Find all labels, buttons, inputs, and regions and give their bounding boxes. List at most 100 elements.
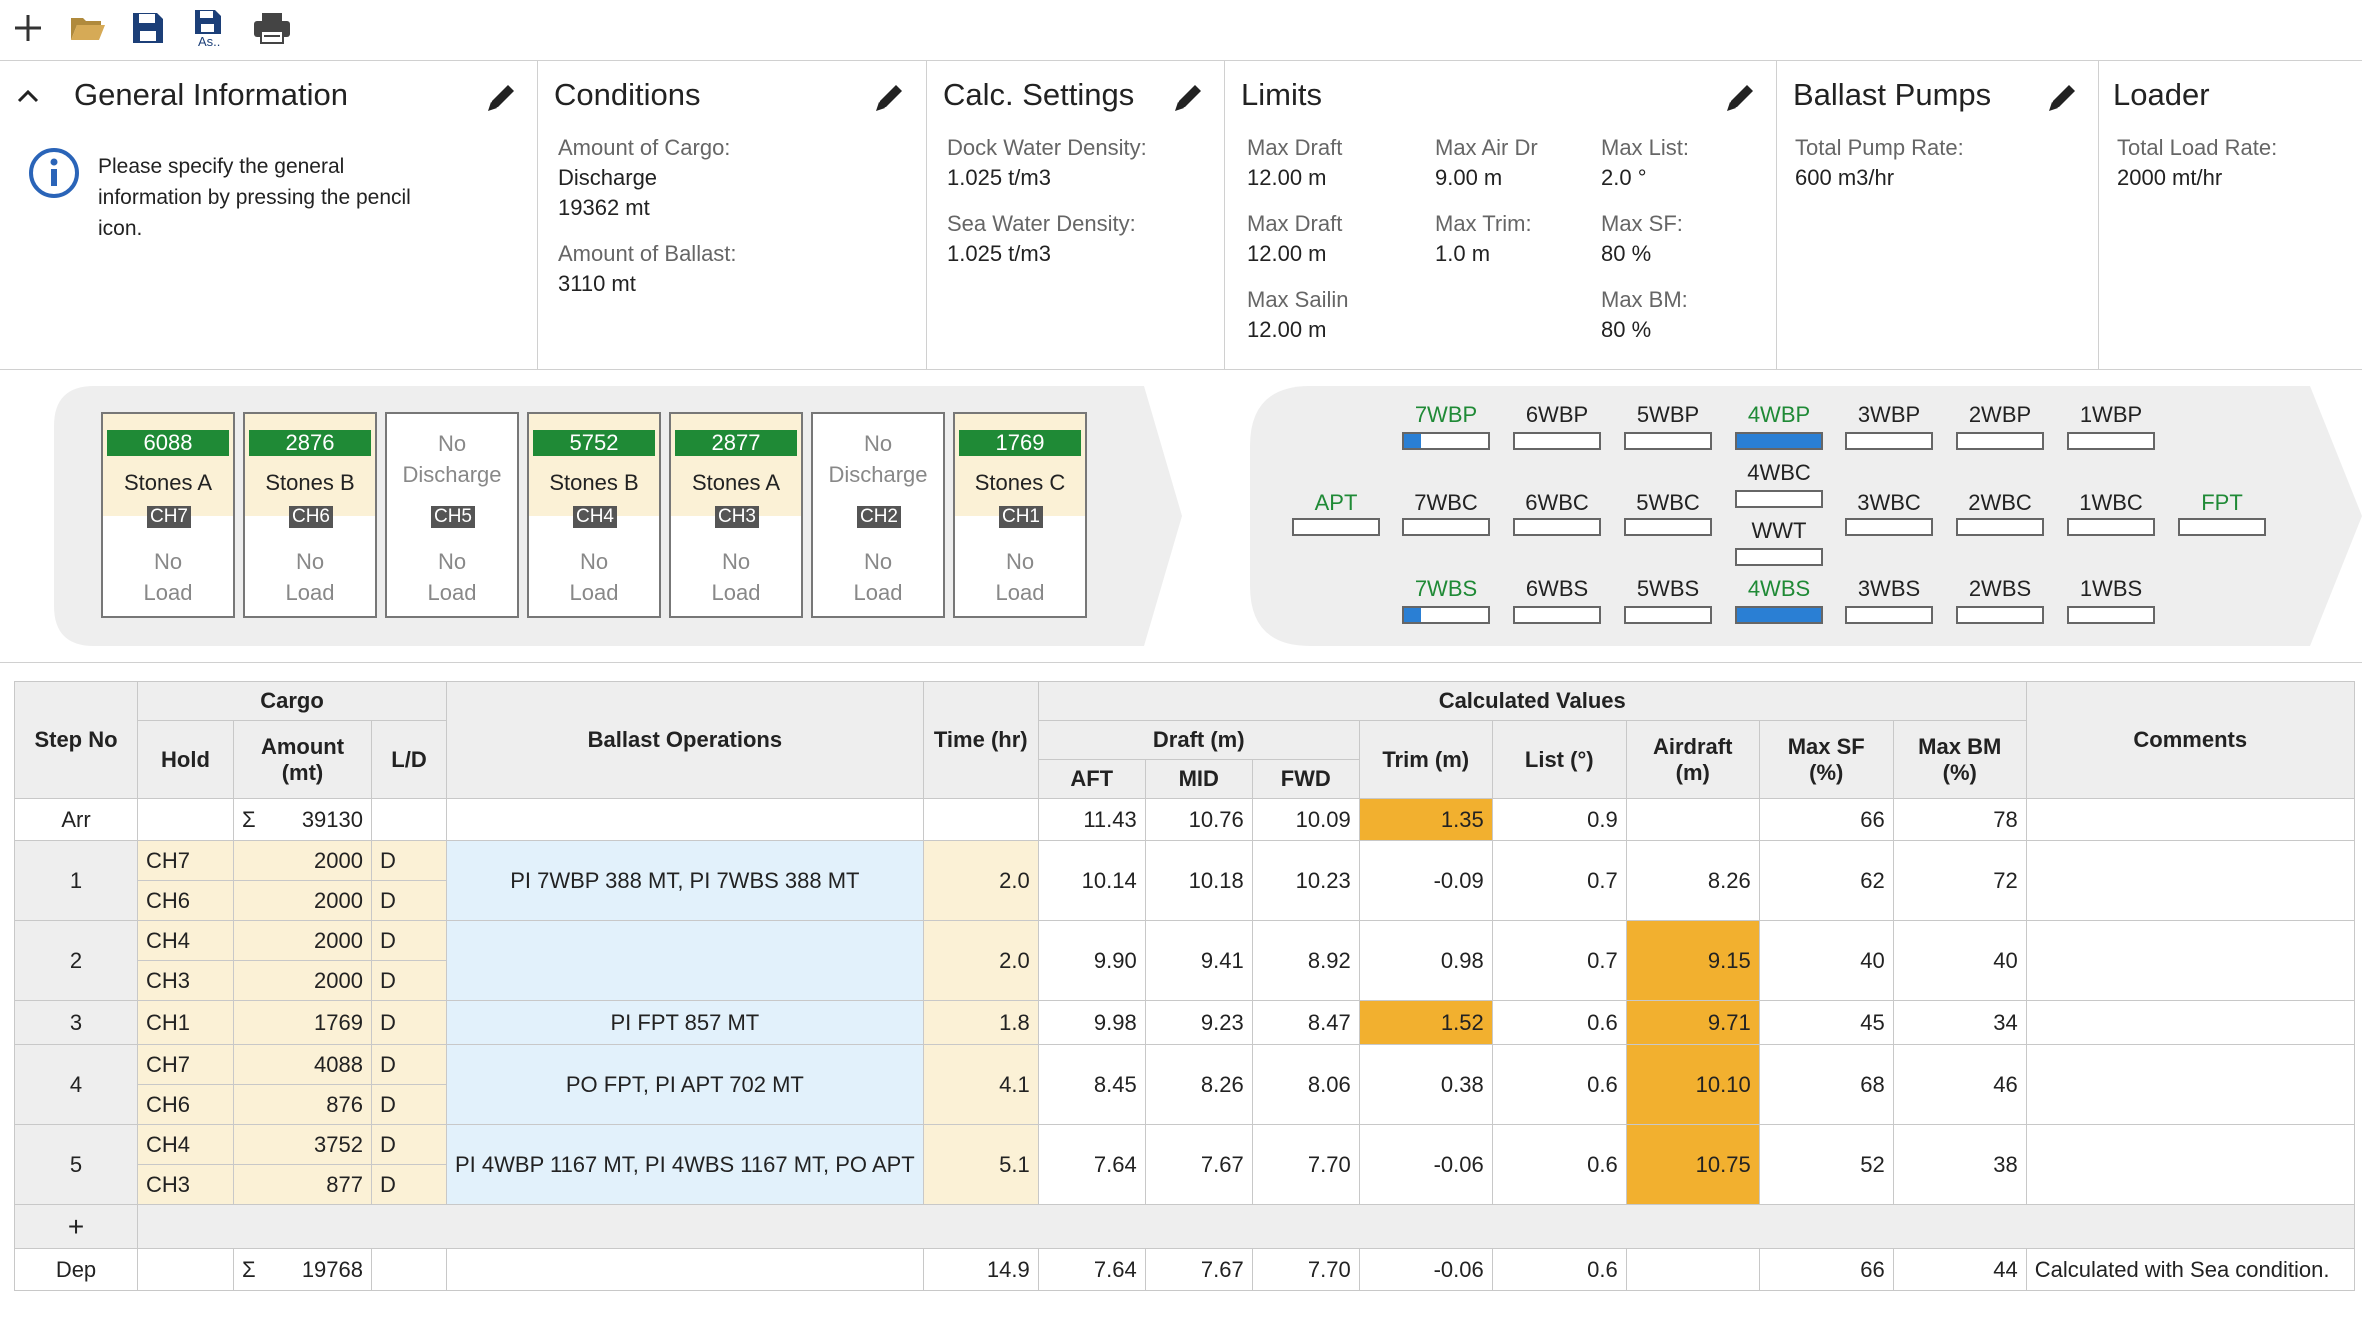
tank-level-bar[interactable] bbox=[1402, 518, 1490, 536]
tank-level-bar[interactable] bbox=[1735, 432, 1823, 450]
ld-cell[interactable]: D bbox=[371, 960, 447, 1001]
comment-cell[interactable] bbox=[2025, 798, 2355, 841]
time-cell[interactable]: 1.8 bbox=[922, 1000, 1039, 1045]
hold-cell[interactable]: CH6 bbox=[137, 1084, 234, 1125]
add-step-button[interactable]: + bbox=[14, 1204, 138, 1249]
pencil-icon[interactable] bbox=[484, 79, 520, 115]
cargo-hold[interactable]: No Discharge CH5 No Load bbox=[385, 412, 519, 618]
amount-cell[interactable]: 2000 bbox=[233, 840, 372, 881]
cargo-hold[interactable]: 2876 Stones B CH6 No Load bbox=[243, 412, 377, 618]
tank-level-bar[interactable] bbox=[1735, 548, 1823, 566]
amount-cell[interactable]: 2000 bbox=[233, 880, 372, 921]
ld-cell[interactable]: D bbox=[371, 1000, 447, 1045]
tank-level-bar[interactable] bbox=[2067, 606, 2155, 624]
open-button[interactable] bbox=[66, 6, 110, 50]
col-step-no[interactable]: Step No bbox=[14, 681, 138, 799]
tank-level-bar[interactable] bbox=[1845, 606, 1933, 624]
tank-level-bar[interactable] bbox=[1402, 432, 1490, 450]
col-fwd[interactable]: FWD bbox=[1251, 759, 1360, 799]
col-time[interactable]: Time (hr) bbox=[922, 681, 1039, 799]
ld-cell[interactable]: D bbox=[371, 840, 447, 881]
cargo-hold[interactable]: No Discharge CH2 No Load bbox=[811, 412, 945, 618]
table-row[interactable]: 1 CH7 2000 D PI 7WBP 388 MT, PI 7WBS 388 MT 2… bbox=[14, 840, 2355, 921]
hold-cell[interactable]: CH1 bbox=[137, 1000, 234, 1045]
hold-cell[interactable]: CH7 bbox=[137, 1044, 234, 1085]
cargo-hold[interactable]: 5752 Stones B CH4 No Load bbox=[527, 412, 661, 618]
ballast-cell[interactable]: PI 7WBP 388 MT, PI 7WBS 388 MT bbox=[446, 840, 924, 921]
time-cell[interactable]: 4.1 bbox=[922, 1044, 1039, 1125]
tank-level-bar[interactable] bbox=[1735, 490, 1823, 508]
hold-cell[interactable]: CH3 bbox=[137, 960, 234, 1001]
amount-cell[interactable]: 877 bbox=[233, 1164, 372, 1205]
amount-cell[interactable]: 2000 bbox=[233, 920, 372, 961]
time-cell[interactable]: 2.0 bbox=[922, 920, 1039, 1001]
col-aft[interactable]: AFT bbox=[1037, 759, 1146, 799]
tank-level-bar[interactable] bbox=[1513, 518, 1601, 536]
comment-cell[interactable] bbox=[2025, 1124, 2355, 1205]
ld-cell[interactable]: D bbox=[371, 920, 447, 961]
pencil-icon[interactable] bbox=[1171, 79, 1207, 115]
ld-cell[interactable]: D bbox=[371, 1044, 447, 1085]
col-list[interactable]: List (°) bbox=[1491, 720, 1627, 799]
col-max-bm[interactable]: Max BM (%) bbox=[1892, 720, 2027, 799]
comment-cell[interactable] bbox=[2025, 1000, 2355, 1045]
table-row[interactable]: CH3 2000 D bbox=[15, 960, 2355, 1001]
comment-cell[interactable] bbox=[2025, 1044, 2355, 1125]
table-row[interactable]: 3 CH1 1769 D PI FPT 857 MT 1.8 9.98 9.23 8.47 1.5… bbox=[14, 1000, 2355, 1045]
cargo-hold[interactable]: 2877 Stones A CH3 No Load bbox=[669, 412, 803, 618]
hold-cell[interactable]: CH3 bbox=[137, 1164, 234, 1205]
tank-level-bar[interactable] bbox=[1956, 606, 2044, 624]
print-button[interactable] bbox=[250, 6, 294, 50]
ld-cell[interactable]: D bbox=[371, 1084, 447, 1125]
ballast-cell[interactable] bbox=[446, 920, 924, 1001]
tank-level-bar[interactable] bbox=[1402, 606, 1490, 624]
ld-cell[interactable]: D bbox=[371, 880, 447, 921]
ld-cell[interactable]: D bbox=[371, 1164, 447, 1205]
col-max-sf[interactable]: Max SF (%) bbox=[1758, 720, 1894, 799]
col-airdraft[interactable]: Airdraft (m) bbox=[1625, 720, 1760, 799]
cargo-hold[interactable]: 6088 Stones A CH7 No Load bbox=[101, 412, 235, 618]
comment-cell[interactable] bbox=[2025, 920, 2355, 1001]
table-row[interactable]: 5 CH4 3752 D PI 4WBP 1167 MT, PI 4WBS 1167 M… bbox=[14, 1124, 2355, 1205]
amount-cell[interactable]: 3752 bbox=[233, 1124, 372, 1165]
table-row-arrival[interactable]: Arr Σ 39130 11.43 10.76 10.09 1.35 0.9 66 78 bbox=[14, 798, 2355, 841]
tank-level-bar[interactable] bbox=[1624, 606, 1712, 624]
hold-cell[interactable]: CH7 bbox=[137, 840, 234, 881]
ballast-cell[interactable]: PI 4WBP 1167 MT, PI 4WBS 1167 MT, PO APT bbox=[446, 1124, 924, 1205]
tank-level-bar[interactable] bbox=[2067, 432, 2155, 450]
pencil-icon[interactable] bbox=[2045, 79, 2081, 115]
ld-cell[interactable]: D bbox=[371, 1124, 447, 1165]
col-mid[interactable]: MID bbox=[1144, 759, 1253, 799]
tank-level-bar[interactable] bbox=[1845, 518, 1933, 536]
col-ballast-operations[interactable]: Ballast Operations bbox=[446, 681, 924, 799]
amount-cell[interactable]: 4088 bbox=[233, 1044, 372, 1085]
table-row-departure[interactable]: Dep Σ 19768 14.9 7.64 7.67 7.70 -0.06 0.6 66 44 Cal… bbox=[14, 1248, 2355, 1291]
hold-cell[interactable]: CH6 bbox=[137, 880, 234, 921]
col-comments[interactable]: Comments bbox=[2025, 681, 2355, 799]
tank-level-bar[interactable] bbox=[1624, 518, 1712, 536]
tank-level-bar[interactable] bbox=[1956, 432, 2044, 450]
tank-level-bar[interactable] bbox=[2067, 518, 2155, 536]
comment-cell[interactable]: Calculated with Sea condition. bbox=[2025, 1248, 2355, 1291]
tank-level-bar[interactable] bbox=[1624, 432, 1712, 450]
hold-cell[interactable]: CH4 bbox=[137, 1124, 234, 1165]
tank-level-bar[interactable] bbox=[1513, 432, 1601, 450]
hold-cell[interactable]: CH4 bbox=[137, 920, 234, 961]
tank-level-bar[interactable] bbox=[1292, 518, 1380, 536]
comment-cell[interactable] bbox=[2025, 840, 2355, 921]
col-amount[interactable]: Amount (mt) bbox=[233, 720, 372, 799]
chevron-up-icon[interactable] bbox=[16, 87, 40, 105]
col-hold[interactable]: Hold bbox=[137, 720, 234, 799]
col-trim[interactable]: Trim (m) bbox=[1358, 720, 1493, 799]
cargo-hold[interactable]: 1769 Stones C CH1 No Load bbox=[953, 412, 1087, 618]
table-row[interactable]: 2 CH4 2000 D 2.0 9.90 9.41 8.92 0.98 0.7 9.15 40 40 bbox=[14, 920, 2355, 1001]
table-row[interactable]: 4 CH7 4088 D PO FPT, PI APT 702 MT 4.1 8.45 8.2… bbox=[14, 1044, 2355, 1125]
time-cell[interactable]: 2.0 bbox=[922, 840, 1039, 921]
save-button[interactable] bbox=[126, 6, 170, 50]
tank-level-bar[interactable] bbox=[1513, 606, 1601, 624]
new-button[interactable] bbox=[6, 6, 50, 50]
col-ld[interactable]: L/D bbox=[371, 720, 447, 799]
save-as-button[interactable]: As.. bbox=[186, 6, 230, 50]
tank-level-bar[interactable] bbox=[1956, 518, 2044, 536]
table-row[interactable]: CH3 877 D bbox=[15, 1164, 2355, 1205]
